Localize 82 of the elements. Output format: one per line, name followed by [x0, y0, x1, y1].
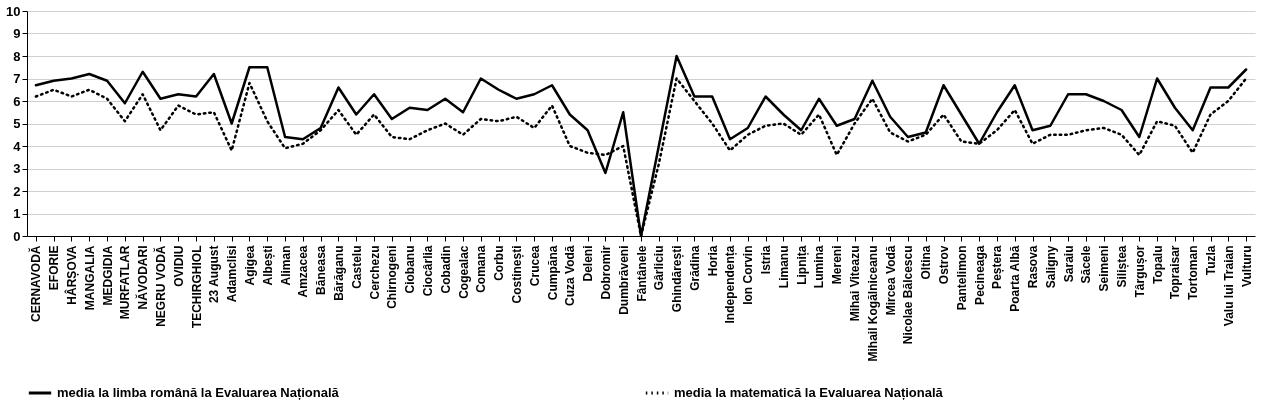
x-tick-label: Limanu: [776, 245, 791, 289]
x-tick-label: Topalu: [1150, 245, 1165, 284]
x-tick-label: MANGALIA: [82, 245, 97, 311]
x-tick-label: Deleni: [581, 245, 596, 282]
x-tick-label: Ghindărești: [670, 245, 685, 313]
x-tick-label: Ion Corvin: [741, 245, 756, 305]
y-tick-label: 5: [13, 116, 21, 131]
x-tick-label: Săcele: [1079, 245, 1094, 284]
y-tick-label: 2: [13, 183, 21, 199]
x-tick-label: Nicolae Bălcescu: [901, 245, 916, 345]
y-tick-label: 6: [13, 93, 21, 109]
y-tick-label: 8: [13, 48, 21, 64]
x-tick-label: Fântânele: [634, 245, 649, 302]
y-tick-label: 9: [13, 26, 21, 41]
x-tick-label: TECHIRGHIOL: [189, 245, 204, 329]
x-tick-label: Gârliciu: [652, 245, 667, 291]
x-tick-label: Mereni: [830, 245, 845, 285]
legend-label: media la limba română la Evaluarea Națională: [57, 385, 340, 400]
x-tick-label: MEDGIDIA: [100, 245, 115, 306]
y-tick-label: 1: [13, 206, 21, 221]
x-tick-label: Pecineaga: [972, 245, 987, 305]
x-tick-label: Ciobanu: [403, 245, 418, 294]
x-tick-label: Mihai Viteazu: [848, 245, 863, 322]
x-tick-label: Tortoman: [1186, 245, 1201, 300]
x-tick-label: NEGRU VODĂ: [152, 245, 168, 327]
y-tick-label: 3: [13, 161, 21, 176]
x-tick-label: Horia: [705, 245, 720, 277]
x-tick-label: Dumbrăveni: [616, 245, 631, 315]
x-tick-label: Chirnogeni: [385, 245, 400, 309]
x-tick-label: Castelu: [349, 245, 364, 289]
x-tick-label: Valu lui Traian: [1221, 245, 1236, 327]
x-tick-label: Mihail Kogălniceanu: [865, 245, 880, 362]
x-tick-label: Comana: [474, 245, 489, 293]
x-tick-label: Cerchezu: [367, 245, 382, 300]
x-tick-label: Târgușor: [1132, 245, 1147, 298]
x-tick-label: Agigea: [242, 245, 257, 286]
y-tick-label: 7: [13, 71, 21, 86]
x-tick-label: Albești: [260, 245, 275, 286]
x-tick-label: Grădina: [687, 245, 702, 291]
x-tick-label: CERNAVODĂ: [28, 245, 44, 322]
x-tick-label: Corbu: [492, 245, 507, 281]
x-tick-label: Tuzla: [1204, 245, 1219, 276]
x-tick-label: Pantelimon: [954, 245, 969, 311]
x-tick-label: OVIDIU: [171, 245, 186, 287]
x-tick-label: Adamclisi: [225, 245, 240, 303]
x-tick-label: Cobadin: [438, 245, 453, 294]
x-tick-label: HÂRȘOVA: [63, 245, 79, 305]
x-tick-label: Poarta Albă: [1008, 245, 1023, 312]
x-tick-label: Cogealac: [456, 245, 471, 299]
x-tick-label: Oltina: [919, 245, 934, 280]
x-tick-label: NĂVODARI: [135, 245, 151, 310]
x-tick-label: Cuza Vodă: [563, 245, 578, 306]
x-tick-label: MURFATLAR: [118, 245, 133, 320]
x-tick-label: Crucea: [527, 245, 542, 287]
x-tick-label: Lumina: [812, 245, 827, 289]
x-tick-label: Bărăganu: [331, 245, 346, 301]
x-tick-label: Lipnița: [794, 245, 809, 285]
x-tick-label: Ostrov: [937, 245, 952, 285]
x-tick-label: Cumpăna: [545, 245, 560, 301]
x-tick-label: Seimeni: [1097, 245, 1112, 292]
x-tick-label: Dobromir: [598, 245, 613, 300]
x-tick-label: Independența: [723, 245, 738, 324]
x-tick-label: Saligny: [1043, 245, 1058, 289]
x-tick-label: 23 August: [207, 245, 222, 304]
x-tick-label: Aliman: [278, 245, 293, 286]
x-tick-label: Amzacea: [296, 245, 311, 298]
x-tick-label: Mircea Vodă: [883, 245, 898, 316]
x-tick-label: Peștera: [990, 245, 1005, 289]
legend-label: media la matematică la Evaluarea Națională: [674, 385, 944, 400]
x-tick-label: EFORIE: [47, 245, 62, 291]
x-tick-label: Saraiu: [1061, 245, 1076, 283]
x-tick-label: Rasova: [1026, 245, 1041, 289]
y-tick-label: 4: [13, 138, 22, 154]
y-tick-label: 10: [6, 3, 21, 19]
x-tick-label: Topraisar: [1168, 245, 1183, 300]
x-tick-label: Ciocârlia: [420, 245, 435, 297]
x-tick-label: Siliștea: [1115, 245, 1130, 288]
y-tick-label: 0: [13, 228, 21, 244]
x-tick-label: Costinești: [509, 245, 524, 304]
x-tick-label: Vulturu: [1239, 245, 1254, 288]
x-tick-label: Istria: [759, 245, 774, 275]
x-tick-label: Băneasa: [314, 245, 329, 295]
